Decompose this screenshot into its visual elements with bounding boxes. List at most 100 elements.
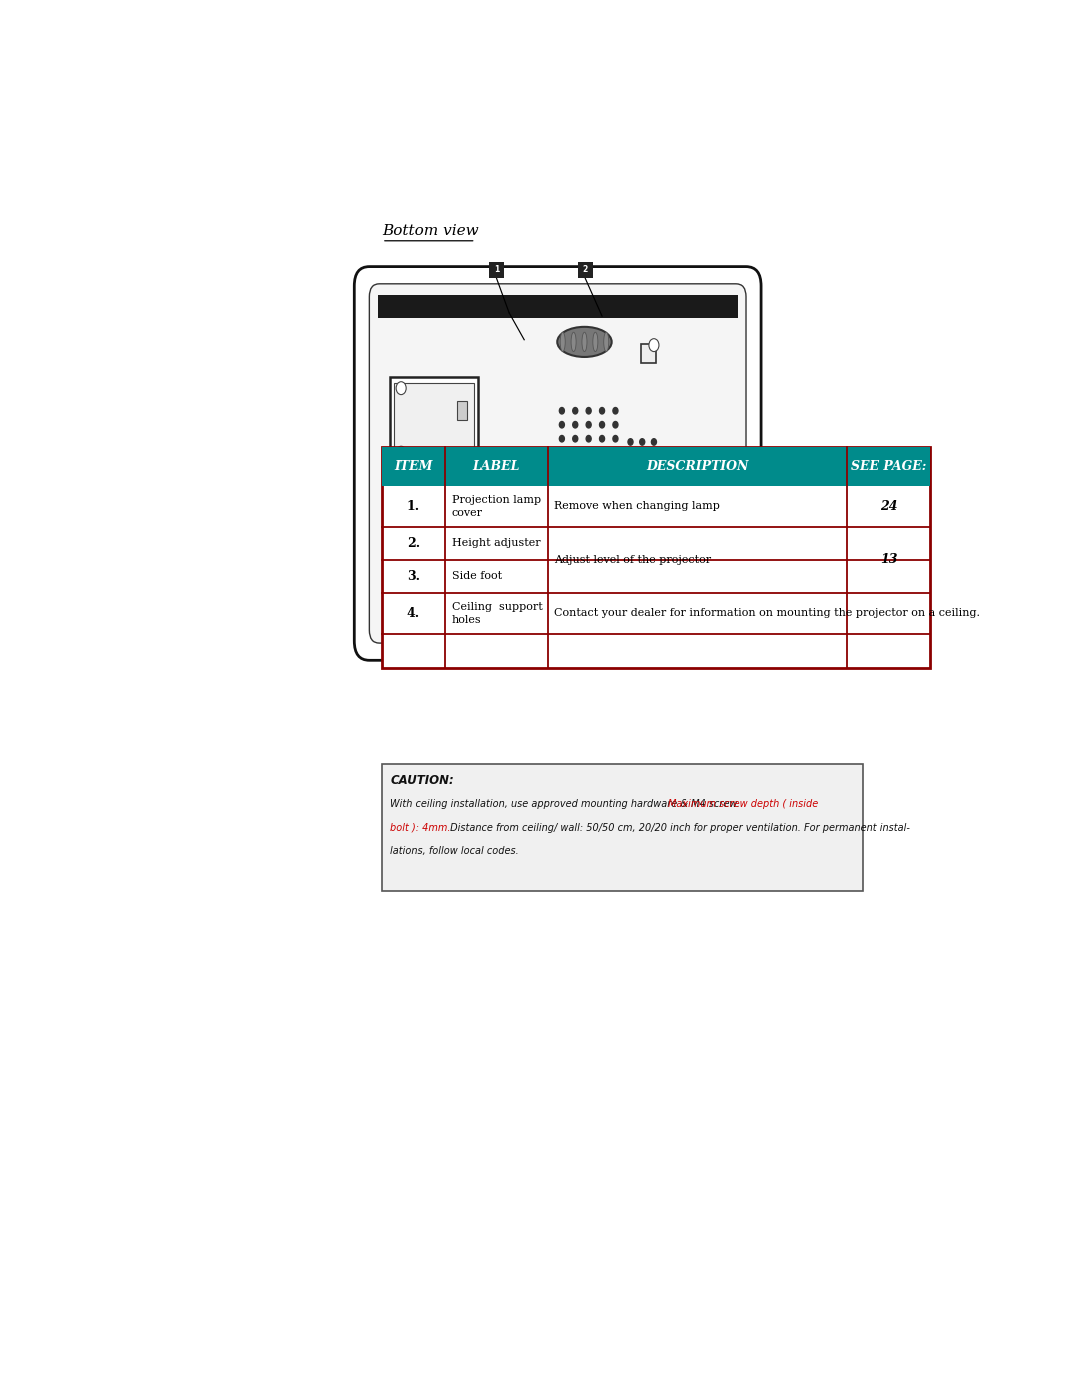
Circle shape <box>599 506 605 511</box>
Circle shape <box>613 408 618 414</box>
Circle shape <box>627 453 633 460</box>
Circle shape <box>613 520 618 525</box>
Circle shape <box>586 408 591 414</box>
Bar <box>382 447 930 668</box>
Bar <box>382 447 930 486</box>
Circle shape <box>702 507 710 515</box>
Bar <box>767 458 782 474</box>
Text: 4: 4 <box>589 619 594 629</box>
Text: Contact your dealer for information on mounting the projector on a ceiling.: Contact your dealer for information on m… <box>554 608 981 619</box>
Text: Distance from ceiling/ wall: 50/50 cm, 20/20 inch for proper ventilation. For pe: Distance from ceiling/ wall: 50/50 cm, 2… <box>447 823 910 833</box>
Circle shape <box>639 439 645 446</box>
Circle shape <box>692 458 699 467</box>
Circle shape <box>639 453 645 460</box>
Circle shape <box>698 474 714 496</box>
Circle shape <box>683 481 689 489</box>
Circle shape <box>651 453 657 460</box>
Circle shape <box>572 422 578 427</box>
Circle shape <box>720 468 727 476</box>
Circle shape <box>572 520 578 525</box>
Circle shape <box>572 436 578 441</box>
Circle shape <box>613 492 618 497</box>
Text: Projection lamp
cover: Projection lamp cover <box>451 495 541 518</box>
Circle shape <box>559 506 565 511</box>
Circle shape <box>403 541 449 601</box>
Ellipse shape <box>604 332 609 352</box>
Circle shape <box>406 527 416 539</box>
Circle shape <box>572 464 578 469</box>
Circle shape <box>613 422 618 427</box>
Circle shape <box>586 422 591 427</box>
Text: Bottom view: Bottom view <box>382 224 478 237</box>
Circle shape <box>586 506 591 511</box>
Bar <box>457 401 468 420</box>
Circle shape <box>639 495 645 502</box>
Circle shape <box>651 509 657 515</box>
Circle shape <box>713 503 719 511</box>
Circle shape <box>599 450 605 455</box>
Circle shape <box>559 436 565 441</box>
Circle shape <box>396 446 406 460</box>
Circle shape <box>599 436 605 441</box>
Text: 2.: 2. <box>407 536 420 550</box>
Text: CAUTION:: CAUTION: <box>390 774 454 788</box>
Circle shape <box>649 338 659 352</box>
Circle shape <box>651 481 657 488</box>
Text: Side foot: Side foot <box>451 571 502 581</box>
Circle shape <box>559 492 565 497</box>
Circle shape <box>586 492 591 497</box>
Circle shape <box>559 408 565 414</box>
Circle shape <box>685 493 692 502</box>
Text: 3: 3 <box>772 461 778 471</box>
Circle shape <box>723 481 729 489</box>
Circle shape <box>572 478 578 483</box>
Text: LABEL: LABEL <box>473 460 519 474</box>
Ellipse shape <box>557 327 611 358</box>
Circle shape <box>627 439 633 446</box>
Text: Remove when changing lamp: Remove when changing lamp <box>554 502 720 511</box>
Bar <box>578 263 593 278</box>
Circle shape <box>559 464 565 469</box>
Circle shape <box>572 408 578 414</box>
Text: 1: 1 <box>494 265 499 274</box>
Circle shape <box>613 464 618 469</box>
Text: Ceiling  support
holes: Ceiling support holes <box>451 602 542 624</box>
Circle shape <box>702 455 710 464</box>
Circle shape <box>627 509 633 515</box>
Text: Height adjuster: Height adjuster <box>451 538 540 548</box>
Circle shape <box>586 520 591 525</box>
Circle shape <box>599 492 605 497</box>
Ellipse shape <box>571 332 576 352</box>
Circle shape <box>396 381 406 394</box>
Bar <box>394 383 474 517</box>
Circle shape <box>613 478 618 483</box>
Text: ITEM: ITEM <box>394 460 433 474</box>
Bar <box>642 344 657 363</box>
Circle shape <box>651 439 657 446</box>
Ellipse shape <box>582 332 588 352</box>
Circle shape <box>651 467 657 474</box>
Circle shape <box>639 467 645 474</box>
Circle shape <box>613 450 618 455</box>
Circle shape <box>572 492 578 497</box>
Circle shape <box>586 450 591 455</box>
Circle shape <box>651 495 657 502</box>
Circle shape <box>599 520 605 525</box>
Circle shape <box>627 495 633 502</box>
Text: 2: 2 <box>583 265 588 274</box>
Circle shape <box>691 581 701 594</box>
Circle shape <box>559 450 565 455</box>
Circle shape <box>687 461 725 509</box>
Text: With ceiling installation, use approved mounting hardware & M4 screw.: With ceiling installation, use approved … <box>390 799 743 809</box>
Circle shape <box>586 436 591 441</box>
Bar <box>583 616 598 633</box>
Text: SEE PAGE:: SEE PAGE: <box>851 460 927 474</box>
FancyBboxPatch shape <box>354 267 761 661</box>
Circle shape <box>586 464 591 469</box>
FancyBboxPatch shape <box>369 284 746 643</box>
Circle shape <box>613 506 618 511</box>
Text: bolt ): 4mm.: bolt ): 4mm. <box>390 823 450 833</box>
Circle shape <box>559 520 565 525</box>
Circle shape <box>586 478 591 483</box>
Text: Maximum screw depth ( inside: Maximum screw depth ( inside <box>669 799 819 809</box>
